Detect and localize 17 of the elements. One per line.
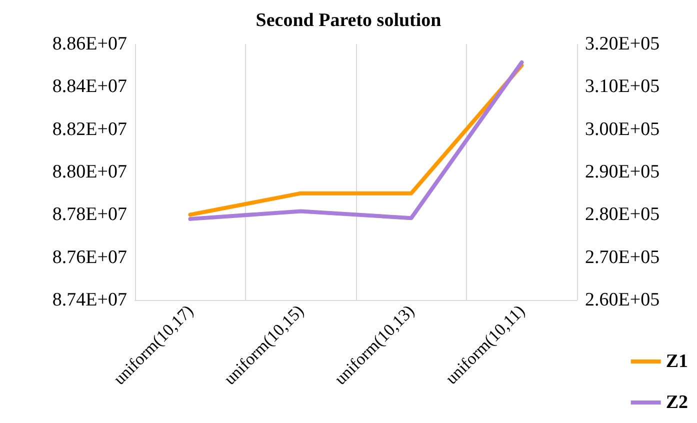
y2-tick-label: 3.20E+05 — [585, 34, 660, 54]
y-tick-label: 8.84E+07 — [52, 76, 127, 98]
y-tick-label: 8.86E+07 — [52, 34, 127, 54]
y2-tick-label: 2.60E+05 — [585, 290, 660, 310]
legend-label: Z1 — [666, 351, 688, 372]
y-tick-label: 8.74E+07 — [52, 290, 127, 310]
y2-tick-label: 2.80E+05 — [585, 204, 660, 226]
y2-tick-label: 2.90E+05 — [585, 162, 660, 182]
y-tick-label: 8.76E+07 — [52, 246, 127, 268]
y-tick-label: 8.82E+07 — [52, 118, 127, 140]
chart-title: Second Pareto solution — [256, 10, 442, 31]
y-tick-label: 8.80E+07 — [52, 162, 127, 182]
y-tick-label: 8.78E+07 — [52, 204, 127, 226]
y2-tick-label: 2.70E+05 — [585, 246, 660, 268]
legend-label: Z2 — [666, 392, 688, 413]
y2-tick-label: 3.10E+05 — [585, 76, 660, 98]
y2-tick-label: 3.00E+05 — [585, 118, 660, 140]
